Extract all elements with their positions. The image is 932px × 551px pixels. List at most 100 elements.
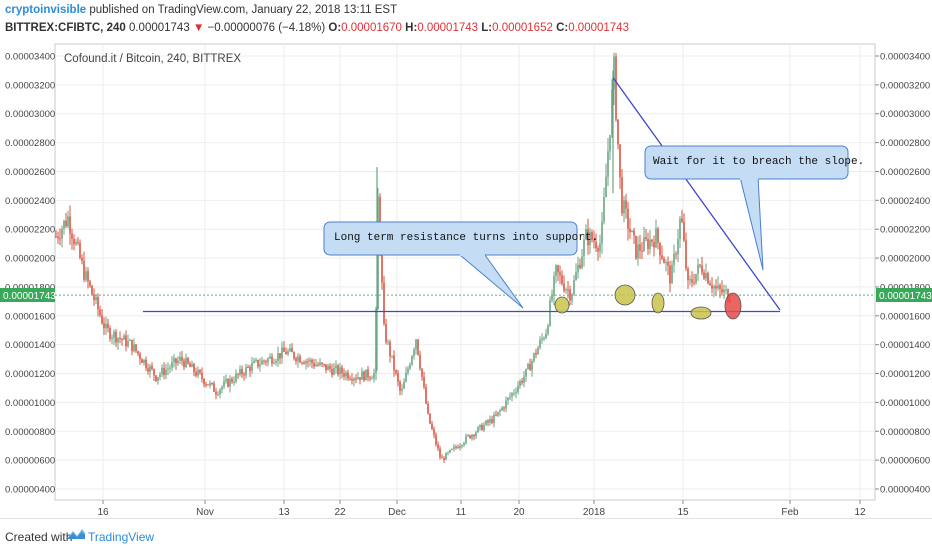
candle-body [75,241,77,245]
candle-body [351,379,353,381]
candle-body [621,177,623,214]
candle-body [317,364,319,366]
x-tick-label: Nov [196,507,214,518]
candle-body [249,367,251,372]
candle-body [565,289,567,291]
author-link[interactable]: cryptoinvisible [5,4,87,16]
x-tick-label: 12 [854,507,866,518]
candle-body [617,119,619,145]
x-tick-label: 13 [278,507,290,518]
candle-body [97,297,99,310]
candle-body [441,457,443,459]
candle-body [627,208,629,229]
candle-body [641,250,643,252]
candle-body [195,372,197,376]
y-tick-label-right: 0.00001000 [880,398,930,409]
candle-body [369,377,371,379]
candle-body [355,378,357,380]
candle-body [537,347,539,355]
candle-body [457,447,459,449]
candle-body [327,365,329,371]
candle-body [683,221,685,241]
candle-body [455,446,457,448]
candle-body [669,265,671,284]
candle-body [685,240,687,269]
close-value: 0.00001743 [568,22,629,34]
y-tick-label-left: 0.00002800 [5,138,55,149]
tradingview-logo-icon[interactable] [66,527,86,541]
candle-body [77,241,79,243]
y-tick-label-right: 0.00003200 [880,80,930,91]
candle-body [495,414,497,416]
candles [55,52,731,463]
candle-body [235,373,237,382]
candle-body [471,434,473,439]
y-tick-label-left: 0.00003400 [5,52,55,63]
candle-body [581,256,583,269]
candle-body [499,410,501,412]
candle-body [525,368,527,377]
candle-body [721,288,723,293]
candle-body [393,355,395,371]
candle-body [657,228,659,243]
tradingview-brand[interactable]: TradingView [88,530,155,544]
candle-body [221,386,223,390]
candle-body [165,369,167,376]
candle-body [633,230,635,236]
candle-body [359,377,361,380]
candle-body [423,377,425,388]
candle-body [563,283,565,291]
y-tick-label-right: 0.00000400 [880,485,930,496]
callout-support-text: Long term resistance turns into support. [334,232,598,244]
candle-body [609,135,611,152]
candle-body [267,358,269,363]
candle-body [299,356,301,363]
candle-body [573,280,575,295]
price-tag-right-bg [876,288,932,302]
candle-body [241,369,243,375]
candle-body [487,420,489,423]
candle-body [461,445,463,447]
candle-body [671,264,673,284]
close-label: C: [556,22,569,34]
open-label: O: [328,22,342,34]
candle-body [365,369,367,381]
candle-body [645,237,647,239]
candle-body [519,380,521,387]
y-tick-label-right: 0.00002400 [880,196,930,207]
candle-body [635,235,637,259]
candle-body [445,453,447,460]
chart-header: cryptoinvisible published on TradingView… [0,0,932,42]
price-chart[interactable]: 0.00003400 0.00003200 0.00003000 0.00002800… [0,42,932,518]
candle-body [321,362,323,365]
candle-body [541,338,543,340]
candle-body [643,237,645,252]
candle-body [193,363,195,373]
candle-body [593,240,595,242]
candle-body [599,243,601,252]
candle-body [89,281,91,286]
candle-body [381,250,383,283]
candle-body [631,230,633,233]
candle-body [217,394,219,396]
candle-body [595,241,597,249]
candle-body [183,360,185,368]
candle-body [413,349,415,356]
candle-body [79,242,81,258]
candle-body [619,144,621,178]
symbol-line: BITTREX:CFIBTC, 240 0.00001743 ▼ −0.0000… [5,22,629,34]
price-tag-right-text: 0.00001743 [879,291,932,302]
candle-body [427,403,429,414]
candle-body [459,446,461,448]
current-price: 0.00001743 [128,22,190,34]
candle-body [543,338,545,340]
candle-body [157,377,159,381]
candle-body [259,364,261,367]
y-tick-label-right: 0.00002800 [880,138,930,149]
candle-body [417,339,419,355]
candle-body [421,368,423,378]
candle-body [279,353,281,359]
y-tick-label-right: 0.00003400 [880,52,930,63]
candle-body [469,435,471,439]
candle-body [181,356,183,361]
